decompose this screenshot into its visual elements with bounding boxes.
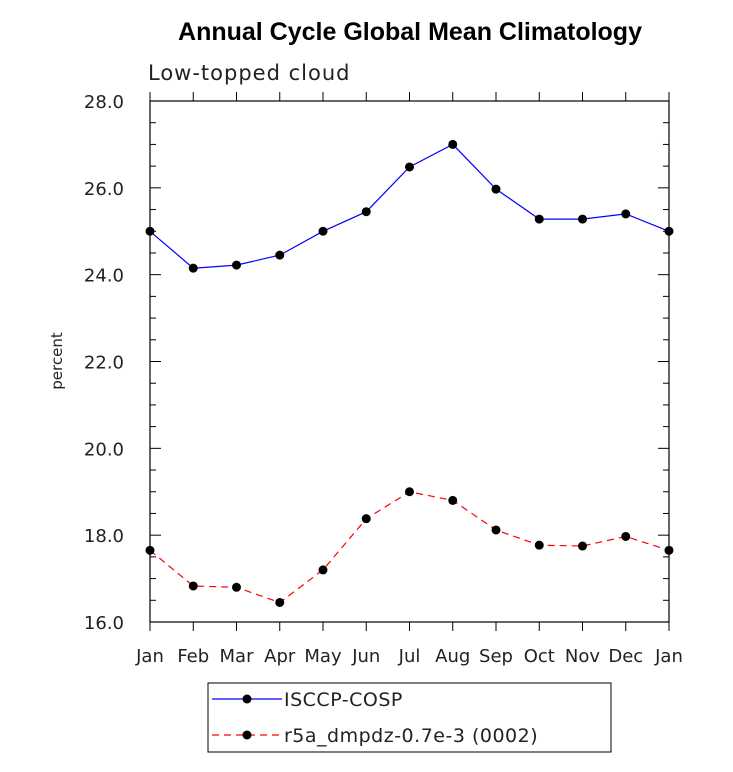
y-tick-label: 20.0	[84, 439, 124, 460]
legend-label-r5a: r5a_dmpdz-0.7e-3 (0002)	[284, 725, 538, 747]
series-1-point-jan-0	[145, 545, 155, 555]
series-1-point-may-4	[318, 565, 328, 575]
ticks-layer: 16.0 18.0 20.0 22.0 24.0 26.0 28.0 Jan Feb Mar Apr…	[84, 92, 683, 667]
x-tick-label: Sep	[479, 646, 513, 667]
series-0-point-jul-6	[405, 162, 414, 172]
x-tick-label: Aug	[435, 646, 470, 667]
legend-marker-isccp-cosp	[242, 694, 252, 704]
series-line-1	[149, 491, 670, 604]
series-0-point-mar-2	[232, 260, 241, 270]
series-1-point-apr-3	[275, 597, 285, 607]
series-1-point-nov-10	[578, 541, 587, 551]
series-0-point-oct-9	[534, 214, 544, 224]
x-tick-label: Dec	[608, 646, 643, 667]
series-1-point-aug-7	[448, 495, 458, 505]
series-1-point-sep-8	[491, 525, 501, 535]
y-tick-label: 28.0	[84, 92, 124, 113]
x-tick-label: Nov	[565, 646, 600, 667]
series-0-point-jun-5	[361, 207, 371, 217]
series-0-point-sep-8	[491, 184, 501, 194]
series-1-point-oct-9	[534, 540, 544, 550]
series-0-point-may-4	[318, 226, 328, 236]
y-tick-label: 18.0	[84, 526, 124, 547]
x-tick-label: Jul	[398, 646, 421, 667]
series-0-point-feb-1	[188, 263, 198, 273]
legend: ISCCP-COSP r5a_dmpdz-0.7e-3 (0002)	[207, 682, 612, 753]
plot-frame	[149, 100, 670, 623]
x-tick-label: Feb	[177, 646, 209, 667]
legend-marker-r5a	[242, 730, 252, 740]
series-0-point-apr-3	[275, 250, 285, 260]
x-tick-label: Oct	[524, 646, 555, 667]
x-tick-label: May	[304, 646, 342, 667]
legend-label-isccp-cosp: ISCCP-COSP	[284, 689, 403, 711]
y-tick-label: 22.0	[84, 353, 124, 374]
x-tick-label: Jan	[654, 646, 683, 667]
series-1-point-mar-2	[232, 582, 241, 592]
series-1-point-dec-11	[621, 531, 631, 541]
legend-box	[207, 682, 612, 753]
series-layer	[145, 139, 674, 607]
x-tick-label: Jan	[135, 646, 164, 667]
x-tick-label: Mar	[220, 646, 255, 667]
y-axis-label: percent	[48, 332, 66, 390]
series-0-point-jan-12	[664, 226, 674, 236]
series-1-point-jul-6	[405, 487, 414, 497]
series-0-point-nov-10	[578, 214, 587, 224]
chart-subtitle: Low-topped cloud	[148, 61, 350, 85]
series-1-point-jun-5	[361, 514, 371, 524]
y-tick-label: 16.0	[84, 613, 124, 634]
series-0-point-jan-0	[145, 226, 155, 236]
x-tick-label: Apr	[264, 646, 296, 667]
chart-title: Annual Cycle Global Mean Climatology	[178, 18, 642, 46]
series-0-point-aug-7	[448, 139, 458, 149]
y-tick-label: 26.0	[84, 179, 124, 200]
y-tick-label: 24.0	[84, 266, 124, 287]
series-1-point-jan-12	[664, 545, 674, 555]
x-tick-label: Jun	[351, 646, 380, 667]
series-1-point-feb-1	[188, 581, 198, 591]
series-0-point-dec-11	[621, 209, 631, 219]
